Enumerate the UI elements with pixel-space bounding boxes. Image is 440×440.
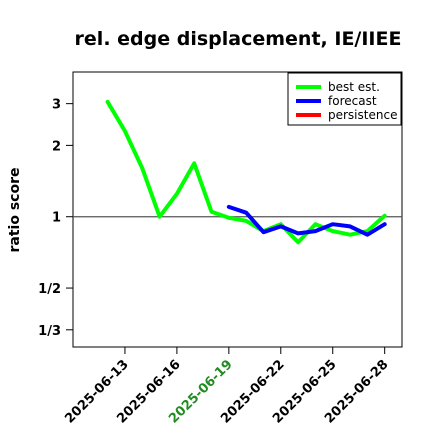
plot-frame xyxy=(72,71,403,348)
legend-label: persistence xyxy=(328,108,397,122)
legend-label: best est. xyxy=(328,80,380,94)
y-axis-label: ratio score xyxy=(7,168,23,253)
y-tick-label: 2 xyxy=(52,139,61,154)
series-line-1 xyxy=(226,204,387,237)
legend-label: forecast xyxy=(328,94,377,108)
series-line-0 xyxy=(105,99,387,245)
y-tick-label: 1/2 xyxy=(38,282,61,297)
y-tick-label: 1/3 xyxy=(38,324,61,339)
y-tick-label: 3 xyxy=(52,98,61,113)
y-tick-label: 1 xyxy=(52,211,61,226)
chart-title: rel. edge displacement, IE/IIEE xyxy=(75,28,402,50)
